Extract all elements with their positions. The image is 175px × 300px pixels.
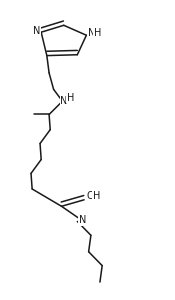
Text: O: O (87, 191, 94, 201)
Text: N: N (60, 96, 68, 106)
Text: H: H (67, 93, 74, 103)
Text: H: H (93, 191, 100, 201)
Text: H: H (94, 28, 101, 38)
Text: N: N (79, 215, 86, 225)
Text: N: N (88, 28, 96, 38)
Text: N: N (33, 26, 40, 36)
